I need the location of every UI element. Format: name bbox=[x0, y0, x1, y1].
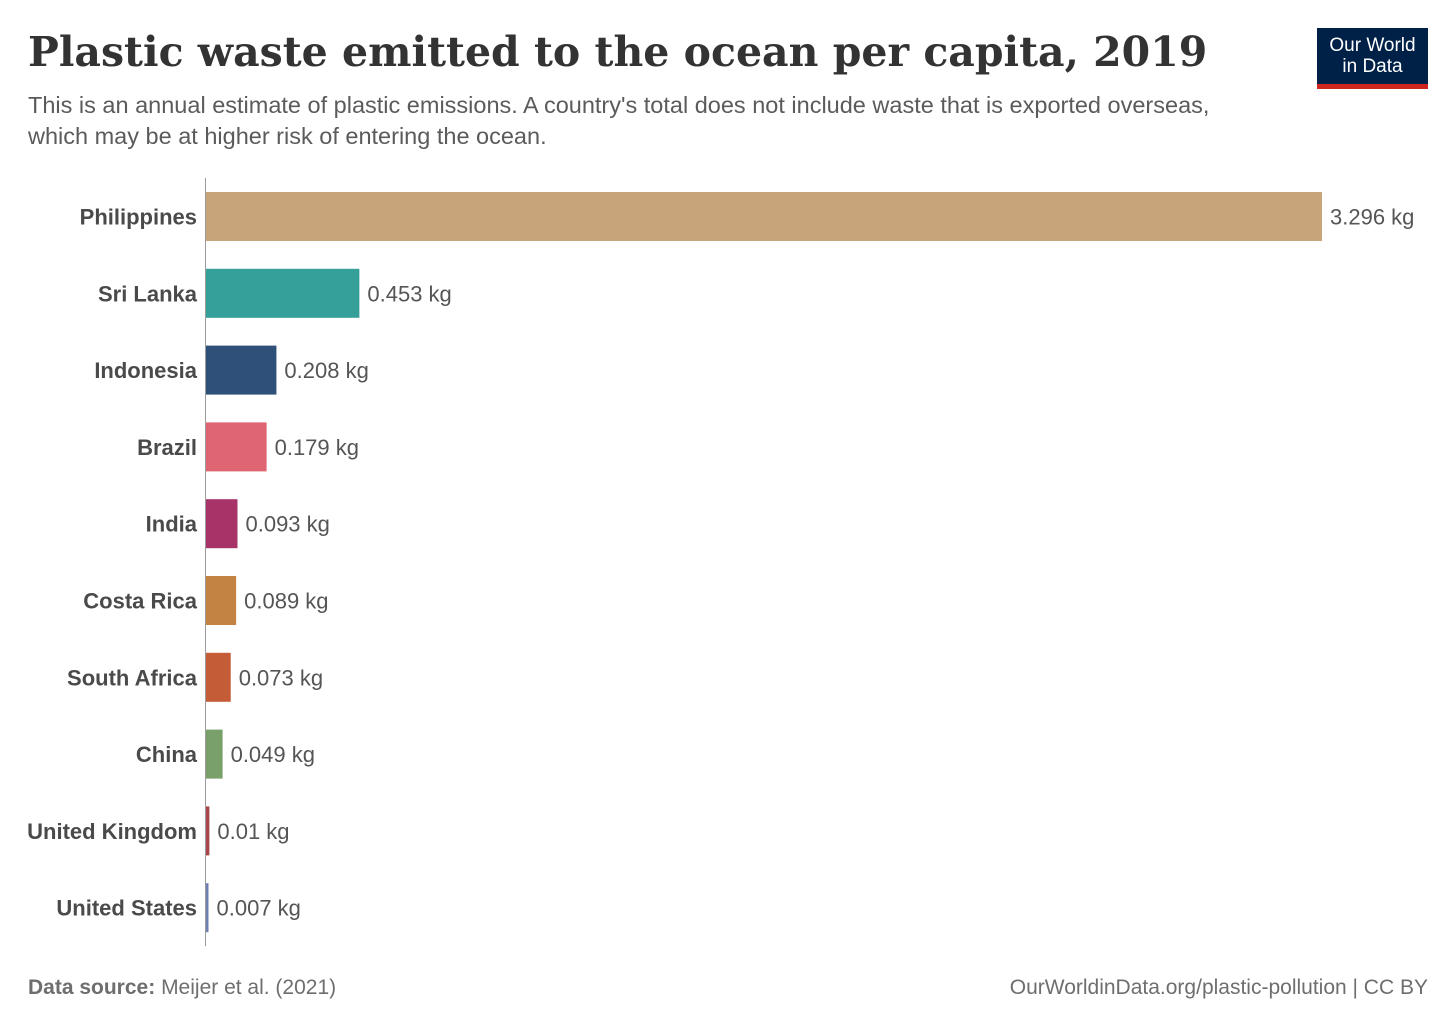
category-label: India bbox=[146, 512, 198, 537]
category-label: Costa Rica bbox=[83, 589, 197, 614]
bar[interactable] bbox=[206, 268, 360, 318]
value-label: 0.179 kg bbox=[275, 435, 359, 460]
data-source: Data source: Meijer et al. (2021) bbox=[28, 974, 336, 1002]
value-label: 0.093 kg bbox=[245, 512, 329, 537]
category-label: Sri Lanka bbox=[98, 281, 198, 306]
category-label: Brazil bbox=[137, 435, 197, 460]
source-url[interactable]: OurWorldinData.org/plastic-pollution | C… bbox=[1009, 976, 1428, 999]
bar-row[interactable]: Indonesia 0.208 kg bbox=[94, 345, 369, 395]
category-label: Indonesia bbox=[94, 358, 197, 383]
bar-row[interactable]: Sri Lanka 0.453 kg bbox=[98, 268, 452, 318]
bar-row[interactable]: United Kingdom 0.01 kg bbox=[27, 806, 290, 856]
value-label: 0.01 kg bbox=[217, 819, 289, 844]
value-label: 0.049 kg bbox=[231, 742, 315, 767]
value-label: 0.073 kg bbox=[239, 665, 323, 690]
value-label: 0.007 kg bbox=[217, 896, 301, 921]
bar[interactable] bbox=[206, 729, 223, 779]
bar-row[interactable]: China 0.049 kg bbox=[136, 729, 315, 779]
bar-row[interactable]: South Africa 0.073 kg bbox=[67, 652, 323, 702]
logo-line-1: Our World bbox=[1329, 35, 1416, 56]
bar-row[interactable]: India 0.093 kg bbox=[146, 499, 330, 549]
category-label: South Africa bbox=[67, 665, 198, 690]
value-label: 0.089 kg bbox=[244, 589, 328, 614]
bar-row[interactable]: Philippines 3.296 kg bbox=[80, 192, 1415, 241]
chart-title: Plastic waste emitted to the ocean per c… bbox=[28, 28, 1208, 76]
chart-subtitle: This is an annual estimate of plastic em… bbox=[28, 92, 1210, 149]
data-source-value[interactable]: Meijer et al. (2021) bbox=[161, 976, 337, 999]
bar[interactable] bbox=[206, 422, 267, 472]
bar-chart: Philippines 3.296 kg Sri Lanka 0.453 kg Indo… bbox=[27, 178, 1415, 947]
bar[interactable] bbox=[206, 652, 231, 702]
value-label: 0.208 kg bbox=[284, 358, 368, 383]
bar[interactable] bbox=[206, 192, 1322, 241]
logo-line-2: in Data bbox=[1342, 56, 1403, 77]
bar[interactable] bbox=[206, 576, 237, 625]
data-source-label: Data source: bbox=[28, 976, 156, 999]
bar-row[interactable]: United States 0.007 kg bbox=[56, 883, 301, 933]
category-label: China bbox=[136, 742, 198, 767]
bar-row[interactable]: Costa Rica 0.089 kg bbox=[83, 576, 329, 625]
bar[interactable] bbox=[206, 345, 277, 395]
bar-row[interactable]: Brazil 0.179 kg bbox=[137, 422, 359, 472]
bar[interactable] bbox=[206, 883, 209, 933]
owid-logo[interactable]: Our World in Data bbox=[1317, 28, 1428, 89]
value-label: 3.296 kg bbox=[1330, 205, 1414, 230]
category-label: United States bbox=[56, 896, 197, 921]
bar[interactable] bbox=[206, 499, 238, 549]
value-label: 0.453 kg bbox=[367, 281, 451, 306]
bar[interactable] bbox=[206, 806, 210, 856]
category-label: Philippines bbox=[80, 205, 197, 230]
category-label: United Kingdom bbox=[27, 819, 197, 844]
